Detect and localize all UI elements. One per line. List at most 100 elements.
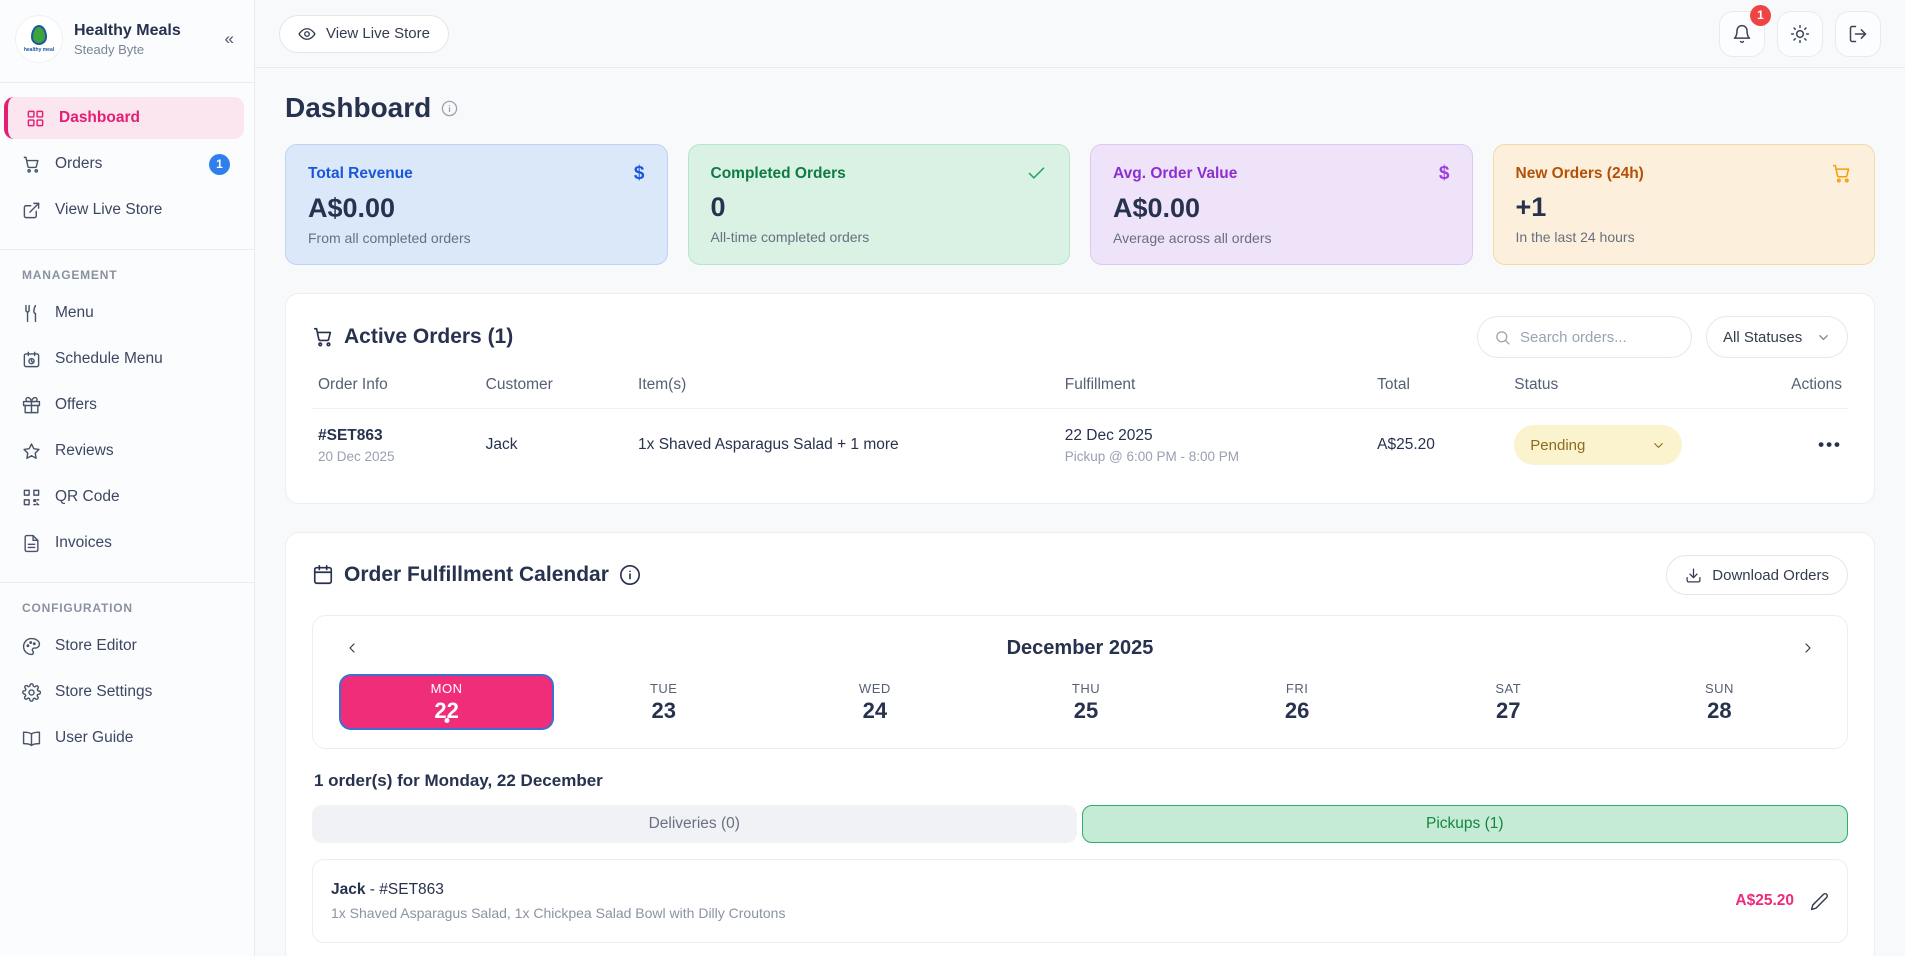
sidebar-item-invoices[interactable]: Invoices <box>0 522 244 564</box>
column-header: Status <box>1514 376 1559 393</box>
sidebar-item-label: View Live Store <box>55 201 163 218</box>
day-number: 26 <box>1284 697 1310 723</box>
page-title: Dashboard <box>285 92 432 123</box>
orders-table: Order Info Customer Item(s) Fulfillment … <box>312 376 1848 481</box>
view-live-store-button[interactable]: View Live Store <box>279 14 449 53</box>
sidebar-item-view-live-store[interactable]: View Live Store <box>0 189 244 231</box>
file-icon <box>24 534 39 552</box>
dashboard-content: Dashboard Total Revenue $ A$0.00 From al… <box>255 68 1905 956</box>
day-number: 24 <box>862 697 888 723</box>
pickup-customer: Jack <box>331 881 366 898</box>
row-actions-button[interactable]: ••• <box>1818 435 1842 454</box>
store-name: Healthy Meals <box>74 21 181 39</box>
info-icon <box>442 100 458 116</box>
sidebar-item-store-editor[interactable]: Store Editor <box>0 625 244 667</box>
dollar-icon: $ <box>633 163 645 184</box>
avocado-logo-icon <box>31 25 47 45</box>
sidebar-item-label: Dashboard <box>59 109 140 126</box>
day-orders-summary: 1 order(s) for Monday, 22 December <box>314 771 603 790</box>
column-header: Total <box>1377 376 1410 393</box>
gift-icon <box>22 396 41 413</box>
sidebar-item-offers[interactable]: Offers <box>0 384 244 426</box>
day-cell-sat-27[interactable]: SAT 27 <box>1403 674 1614 730</box>
sidebar-item-schedule-menu[interactable]: Schedule Menu <box>0 338 244 380</box>
palette-icon <box>22 637 41 655</box>
days-row: MON 22 TUE 23 WED 24 THU 25 <box>335 674 1825 730</box>
topbar: View Live Store 1 <box>255 0 1905 68</box>
calendar-title: Order Fulfillment Calendar <box>344 563 609 586</box>
active-orders-title: Active Orders (1) <box>344 325 514 348</box>
download-orders-button[interactable]: Download Orders <box>1666 555 1848 595</box>
pickup-order-items: 1x Shaved Asparagus Salad, 1x Chickpea S… <box>331 905 786 921</box>
sidebar-item-user-guide[interactable]: User Guide <box>0 717 244 759</box>
stat-title: New Orders (24h) <box>1515 164 1644 182</box>
status-dropdown[interactable]: Pending <box>1514 425 1683 465</box>
status-filter-select[interactable]: All Statuses <box>1706 316 1848 358</box>
prev-week-button[interactable] <box>335 631 369 665</box>
stat-title: Completed Orders <box>710 164 846 182</box>
dollar-icon: $ <box>1438 163 1450 184</box>
view-live-store-label: View Live Store <box>326 25 430 42</box>
check-icon <box>1028 167 1045 179</box>
sidebar-item-dashboard[interactable]: Dashboard <box>4 97 244 139</box>
stat-title: Avg. Order Value <box>1113 165 1238 182</box>
orders-search[interactable] <box>1477 316 1692 358</box>
column-header: Item(s) <box>638 376 687 393</box>
stat-cards: Total Revenue $ A$0.00 From all complete… <box>285 144 1875 265</box>
day-number: 25 <box>1073 697 1099 723</box>
fulfillment-calendar-panel: Order Fulfillment Calendar Download Orde… <box>285 532 1875 956</box>
notifications-button[interactable]: 1 <box>1719 4 1771 57</box>
pencil-icon <box>1810 892 1828 910</box>
store-subtitle: Steady Byte <box>74 41 145 57</box>
store-logo: healthy meal <box>16 16 62 62</box>
next-week-button[interactable] <box>1791 631 1825 665</box>
sidebar-item-label: Invoices <box>55 534 112 551</box>
sidebar-item-label: Menu <box>55 304 94 321</box>
sidebar-item-menu[interactable]: Menu <box>0 292 244 334</box>
edit-order-button[interactable] <box>1810 892 1829 911</box>
column-header: Order Info <box>318 376 388 393</box>
day-of-week: THU <box>1071 680 1101 696</box>
chevron-down-icon <box>1819 334 1828 340</box>
column-header: Fulfillment <box>1064 376 1136 393</box>
bell-icon <box>1733 24 1751 43</box>
stat-card-new-orders: New Orders (24h) +1 In the last 24 hours <box>1492 144 1875 265</box>
pickup-order-total: A$25.20 <box>1735 892 1794 909</box>
day-cell-thu-25[interactable]: THU 25 <box>980 674 1191 730</box>
column-header: Customer <box>485 376 553 393</box>
sidebar-collapse-button[interactable]: « <box>224 29 234 48</box>
grid-icon <box>27 110 44 126</box>
day-cell-fri-26[interactable]: FRI 26 <box>1192 674 1403 730</box>
status-filter-value: All Statuses <box>1723 328 1803 346</box>
day-cell-tue-23[interactable]: TUE 23 <box>558 674 769 730</box>
theme-toggle-button[interactable] <box>1777 10 1823 57</box>
tab-deliveries[interactable]: Deliveries (0) <box>312 805 1077 843</box>
logo-text: healthy meal <box>23 47 55 53</box>
day-cell-wed-24[interactable]: WED 24 <box>769 674 980 730</box>
utensils-icon <box>25 304 37 322</box>
sidebar-item-orders[interactable]: Orders 1 <box>0 143 244 185</box>
day-cell-sun-28[interactable]: SUN 28 <box>1614 674 1825 730</box>
store-meta: Healthy Meals Steady Byte <box>74 22 207 57</box>
book-icon <box>22 730 41 746</box>
day-number: 23 <box>651 697 676 723</box>
sidebar-item-label: Orders <box>55 155 103 172</box>
sidebar-item-qr-code[interactable]: QR Code <box>0 476 244 518</box>
logout-button[interactable] <box>1835 10 1881 57</box>
day-cell-mon-22[interactable]: MON 22 <box>339 674 555 730</box>
order-date: 20 Dec 2025 <box>318 448 395 464</box>
sidebar-item-reviews[interactable]: Reviews <box>0 430 244 472</box>
stat-subtitle: Average across all orders <box>1113 230 1272 246</box>
chevron-left-icon <box>349 643 355 653</box>
table-header-row: Order Info Customer Item(s) Fulfillment … <box>312 376 1848 409</box>
separator: - <box>365 881 380 898</box>
day-of-week: SUN <box>1704 680 1734 696</box>
divider <box>0 582 254 583</box>
sidebar-header: healthy meal Healthy Meals Steady Byte « <box>0 0 254 76</box>
day-of-week: FRI <box>1285 680 1309 696</box>
search-input[interactable] <box>1520 328 1675 346</box>
sidebar-item-label: User Guide <box>55 729 134 746</box>
tab-pickups[interactable]: Pickups (1) <box>1081 805 1848 843</box>
notification-count-badge: 1 <box>1750 4 1771 26</box>
sidebar-item-store-settings[interactable]: Store Settings <box>0 671 244 713</box>
